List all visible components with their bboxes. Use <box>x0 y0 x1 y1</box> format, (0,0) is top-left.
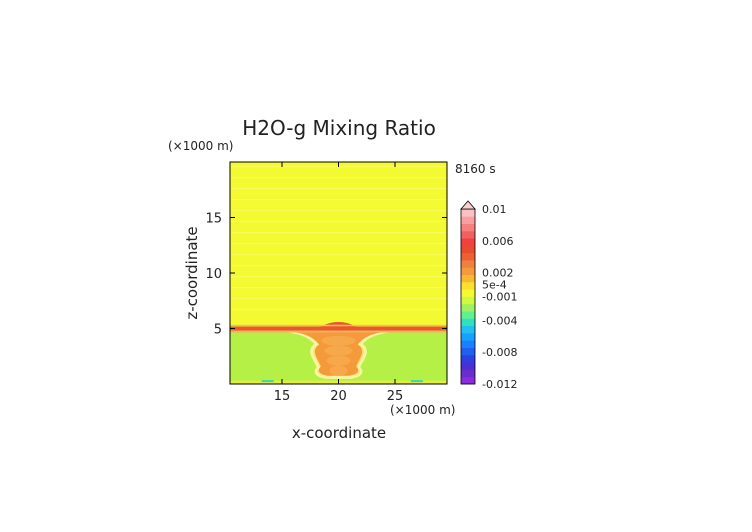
colorbar-label: 0.01 <box>482 203 507 216</box>
y-tick-label: 15 <box>205 212 222 227</box>
colorbar-label: 0.006 <box>482 235 514 248</box>
colorbar-swatch <box>461 223 475 232</box>
y-axis-label: z-coordinate <box>183 226 201 319</box>
colorbar-swatch <box>461 376 475 385</box>
colorbar-extend-arrow <box>460 200 476 210</box>
colorbar-swatch <box>461 230 475 239</box>
y-axis: 5 10 15 <box>205 212 447 338</box>
colorbar-swatch <box>461 303 475 312</box>
surface-spot <box>261 380 274 383</box>
colorbar-swatch <box>461 267 475 276</box>
upper-streak <box>230 188 447 190</box>
upper-streak <box>230 243 447 245</box>
colorbar-label: -0.008 <box>482 346 517 359</box>
plume-cell <box>329 365 348 376</box>
colorbar-label: 5e-4 <box>482 279 507 292</box>
colorbar-swatch <box>461 325 475 334</box>
upper-streak <box>230 276 447 278</box>
plume-cell <box>324 345 353 356</box>
colorbar-swatch <box>461 289 475 297</box>
colorbar-swatch <box>461 347 475 356</box>
x-axis-label: x-coordinate <box>292 424 386 442</box>
colorbar-swatch <box>461 340 475 348</box>
upper-streak <box>230 254 447 256</box>
heatmap-field <box>230 162 447 384</box>
upper-streak <box>230 309 447 311</box>
colorbar-label: -0.001 <box>482 291 517 304</box>
y-tick-label: 10 <box>205 267 222 282</box>
colorbar-swatch <box>461 311 475 319</box>
chart-title: H2O-g Mixing Ratio <box>242 116 436 140</box>
x-axis: 15 20 25 <box>274 162 404 404</box>
colorbar-swatch <box>461 252 475 261</box>
x-tick-label: 25 <box>387 389 404 404</box>
time-label: 8160 s <box>455 162 496 176</box>
x-tick-label: 20 <box>330 389 347 404</box>
colorbar-label: -0.004 <box>482 314 517 327</box>
colorbar-swatch <box>461 369 475 378</box>
colorbar-swatch <box>461 209 475 217</box>
upper-streak <box>230 210 447 212</box>
upper-layer <box>230 162 447 328</box>
colorbar-swatch <box>461 260 475 268</box>
colorbar-swatch <box>461 318 475 327</box>
x-unit-label: (×1000 m) <box>390 403 455 417</box>
upper-streak <box>230 177 447 179</box>
colorbar-swatch <box>461 332 475 341</box>
plume-cell <box>321 335 356 346</box>
colorbar-swatch <box>461 354 475 363</box>
x-tick-label: 15 <box>274 389 291 404</box>
colorbar-swatch <box>461 216 475 224</box>
colorbar-label: 0.002 <box>482 267 514 280</box>
colorbar-swatch <box>461 245 475 254</box>
upper-streak <box>230 199 447 201</box>
colorbar-swatch <box>461 296 475 305</box>
upper-streak <box>230 221 447 223</box>
colorbar-swatch <box>461 281 475 290</box>
y-tick-label: 5 <box>214 323 222 338</box>
colorbar-label: -0.012 <box>482 378 517 391</box>
colorbar-swatch <box>461 362 475 370</box>
y-unit-label: (×1000 m) <box>168 139 233 153</box>
colorbar-swatch <box>461 274 475 283</box>
upper-streak <box>230 265 447 267</box>
plume-cell <box>326 355 351 366</box>
colorbar-swatch <box>461 238 475 246</box>
upper-streak <box>230 287 447 289</box>
upper-streak <box>230 232 447 234</box>
upper-streak <box>230 298 447 300</box>
surface-spot <box>410 380 423 383</box>
